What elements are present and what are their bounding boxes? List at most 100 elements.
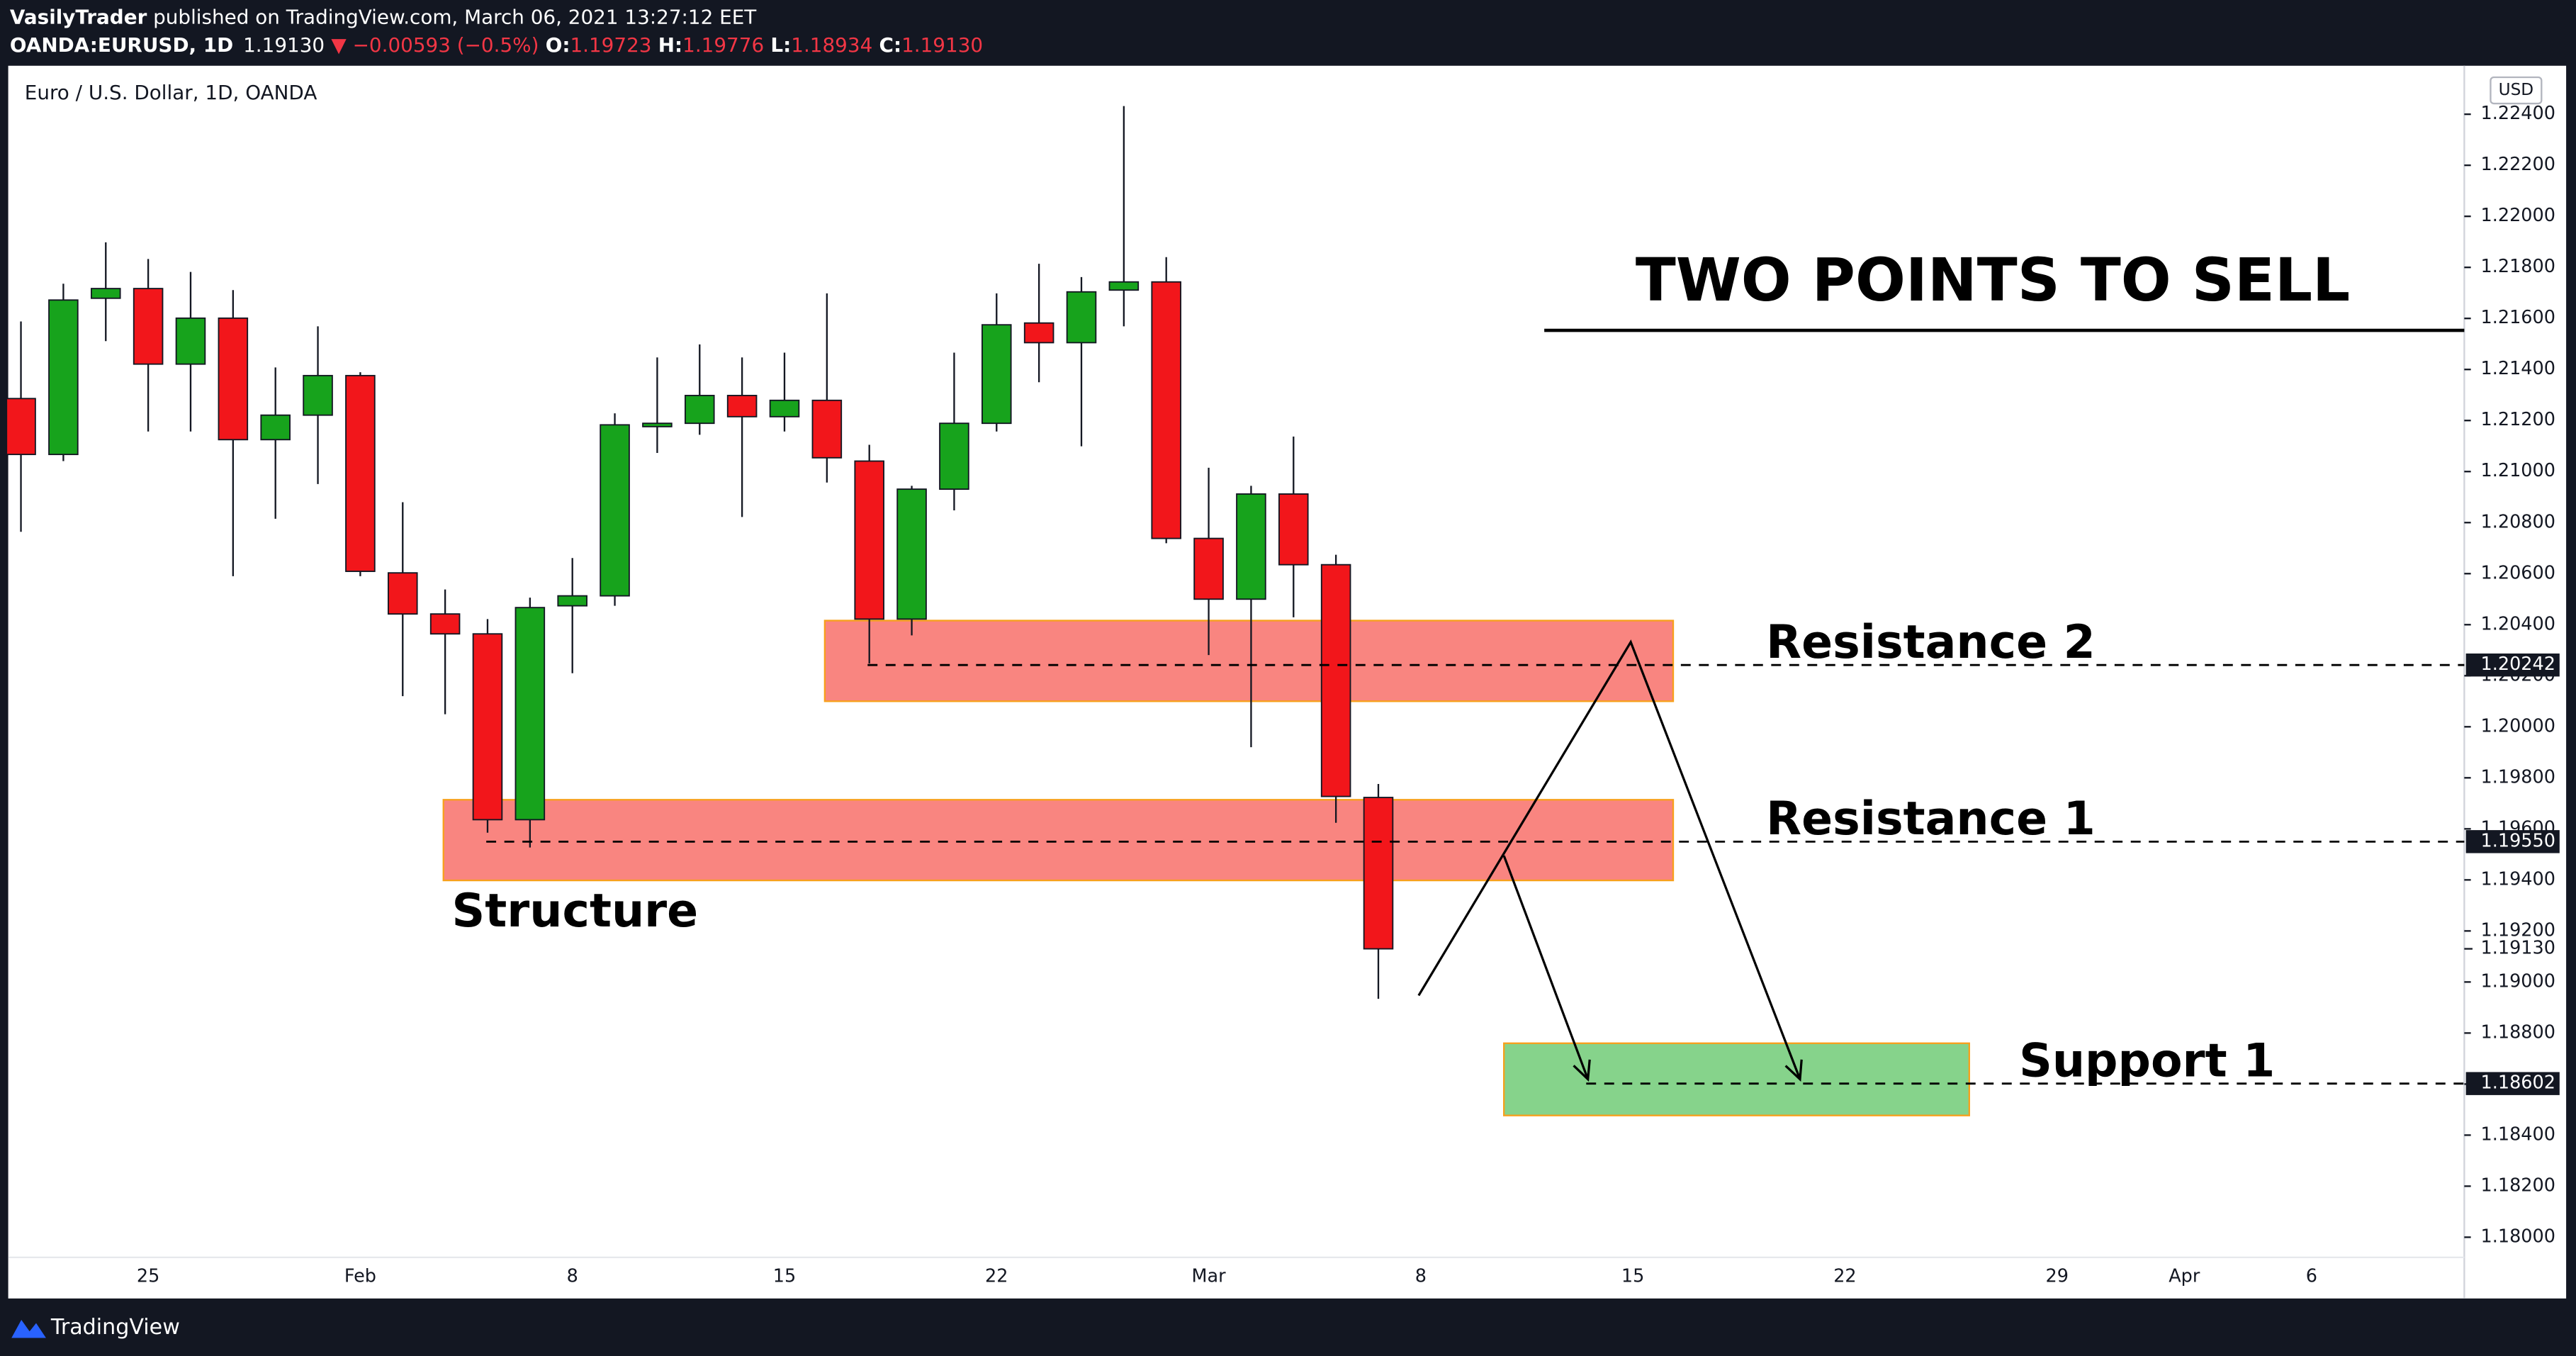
- y-tick-label: 1.20800: [2481, 511, 2555, 532]
- arrow-head: [1784, 1059, 1803, 1082]
- candle-body: [981, 324, 1012, 425]
- ohlc-value: 1.19776: [682, 33, 764, 57]
- candle-body: [218, 317, 249, 441]
- level-price-label: 1.20242: [2481, 654, 2555, 675]
- footer-brand: TradingView: [50, 1315, 180, 1340]
- ohlc-value: 1.18934: [791, 33, 872, 57]
- y-tick-label: 1.21800: [2481, 256, 2555, 277]
- candle-body: [514, 607, 546, 821]
- x-tick-label: 8: [567, 1266, 578, 1287]
- y-tick-label: 1.20000: [2481, 715, 2555, 736]
- level-name: Support 1: [2019, 1034, 2275, 1087]
- y-tick-label: 1.20600: [2481, 562, 2555, 583]
- y-tick-label: 1.21400: [2481, 358, 2555, 379]
- zone: [1503, 1042, 1970, 1116]
- candle-body: [684, 395, 715, 425]
- candle-body: [557, 595, 587, 607]
- level-name: Resistance 1: [1766, 792, 2096, 846]
- x-tick-label: 29: [2046, 1266, 2069, 1287]
- x-tick-label: 8: [1415, 1266, 1427, 1287]
- y-tick-label: 1.22000: [2481, 205, 2555, 226]
- ohlc-key: L:: [770, 33, 791, 57]
- candle-body: [472, 633, 503, 821]
- y-tick-label: 1.18200: [2481, 1175, 2555, 1196]
- header-change: ▼ −0.00593 (−0.5%): [331, 33, 539, 57]
- y-tick-label: 1.21600: [2481, 307, 2555, 328]
- candle-body: [642, 422, 673, 427]
- candle-body: [939, 422, 969, 491]
- y-tick-label: 1.18400: [2481, 1124, 2555, 1145]
- candle-body: [1023, 322, 1054, 344]
- y-tick-label: 1.18000: [2481, 1226, 2555, 1247]
- y-tick-label: 1.22400: [2481, 103, 2555, 124]
- y-tick-label: 1.22200: [2481, 154, 2555, 175]
- x-tick-label: Mar: [1192, 1266, 1227, 1287]
- level-price-label: 1.18602: [2481, 1072, 2555, 1094]
- candle-body: [133, 288, 164, 365]
- x-tick-label: Apr: [2169, 1266, 2200, 1287]
- logo-icon: [11, 1319, 46, 1338]
- y-tick-label: 1.19800: [2481, 766, 2555, 788]
- candle-body: [387, 572, 418, 615]
- header-line-2: OANDA:EURUSD, 1D 1.19130 ▼ −0.00593 (−0.5%…: [10, 33, 983, 57]
- y-tick-label: 1.19000: [2481, 970, 2555, 992]
- y-tick-label: 1.19400: [2481, 868, 2555, 890]
- candle-body: [6, 398, 36, 456]
- ohlc-value: 1.19723: [570, 33, 651, 57]
- header-published: published on TradingView.com, March 06, …: [147, 6, 757, 29]
- trade-path: [1502, 855, 1590, 1080]
- last-price-label: 1.19130: [2481, 938, 2555, 959]
- x-tick-label: Feb: [344, 1266, 376, 1287]
- zone: [442, 799, 1675, 882]
- chart-title: TWO POINTS TO SELL: [1636, 246, 2350, 315]
- annotation: Structure: [452, 885, 699, 938]
- candle-body: [1151, 281, 1181, 539]
- candle-body: [854, 460, 884, 620]
- candle-body: [1193, 537, 1224, 600]
- ohlc-key: C:: [879, 33, 902, 57]
- level-price-box: [2465, 830, 2560, 853]
- x-tick-label: 22: [1833, 1266, 1856, 1287]
- level-price-box: [2465, 1072, 2560, 1095]
- trade-path: [1417, 639, 1801, 1080]
- candle-body: [811, 399, 843, 459]
- chart-subtitle: Euro / U.S. Dollar, 1D, OANDA: [25, 81, 317, 104]
- candle-body: [600, 424, 630, 597]
- candle-body: [769, 399, 800, 418]
- y-tick-label: 1.21200: [2481, 409, 2555, 430]
- header-user: VasilyTrader: [10, 6, 147, 29]
- candle-body: [1320, 564, 1351, 797]
- y-tick-label: 1.20400: [2481, 613, 2555, 634]
- arrow-head: [1573, 1059, 1591, 1082]
- header-symbol: OANDA:EURUSD, 1D: [10, 33, 233, 57]
- header-line-1: VasilyTrader published on TradingView.co…: [10, 6, 757, 29]
- currency: USD: [2499, 80, 2534, 99]
- candle-body: [726, 395, 758, 418]
- candle-body: [303, 374, 333, 416]
- candle-body: [1108, 281, 1140, 291]
- level-price-box: [2465, 653, 2560, 677]
- candle-body: [1363, 797, 1394, 950]
- zone: [823, 620, 1675, 702]
- ohlc-key: H:: [658, 33, 682, 57]
- x-tick-label: 15: [773, 1266, 796, 1287]
- last-price-bg: [2465, 937, 2560, 960]
- candle-body: [48, 299, 79, 456]
- x-tick-label: 15: [1621, 1266, 1644, 1287]
- ohlc-key: O:: [546, 33, 570, 57]
- candle-body: [345, 374, 376, 572]
- candle-body: [175, 317, 206, 365]
- candle-body: [260, 414, 291, 441]
- y-tick-label: 1.21000: [2481, 460, 2555, 481]
- header-last: 1.19130: [243, 33, 325, 57]
- level-name: Resistance 2: [1766, 616, 2096, 669]
- x-tick-label: 22: [985, 1266, 1008, 1287]
- currency-box: [2490, 76, 2543, 105]
- candle-body: [896, 488, 927, 620]
- brand-logo: [11, 1319, 46, 1338]
- candle-body: [1236, 493, 1266, 600]
- candle-body: [1278, 493, 1309, 566]
- candle-body: [1066, 291, 1097, 344]
